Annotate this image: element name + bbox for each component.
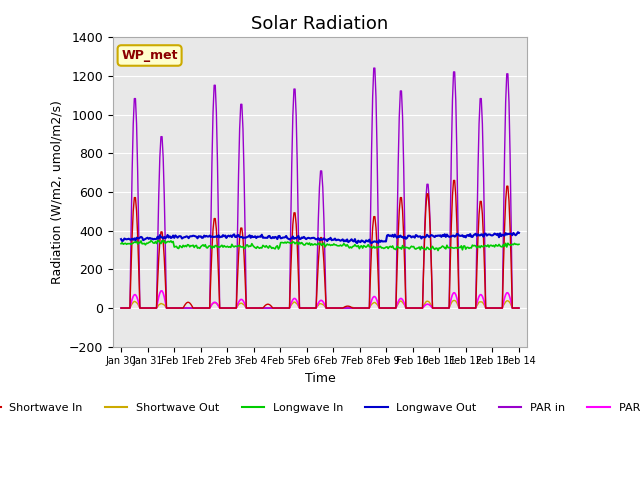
Legend: Shortwave In, Shortwave Out, Longwave In, Longwave Out, PAR in, PAR out: Shortwave In, Shortwave Out, Longwave In… [0, 399, 640, 418]
Text: WP_met: WP_met [122, 49, 178, 62]
X-axis label: Time: Time [305, 372, 335, 385]
Title: Solar Radiation: Solar Radiation [252, 15, 388, 33]
Y-axis label: Radiation (W/m2, umol/m2/s): Radiation (W/m2, umol/m2/s) [51, 100, 63, 284]
